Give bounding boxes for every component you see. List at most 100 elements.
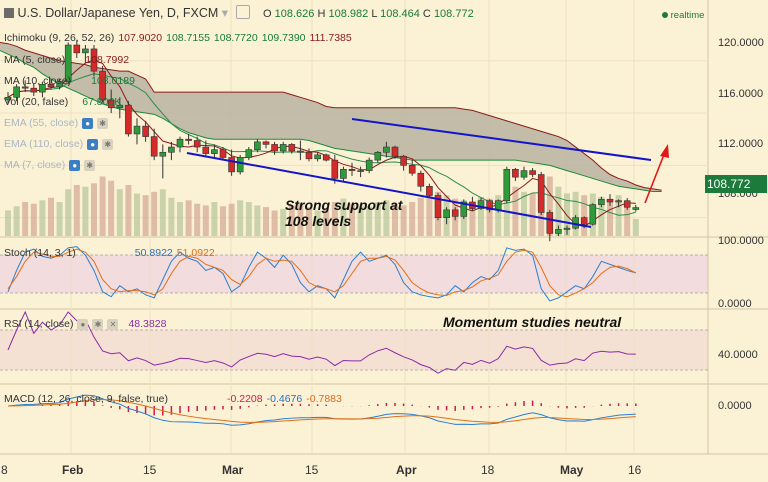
candle [374, 150, 382, 163]
candle [555, 225, 562, 236]
legend-stoch[interactable]: Stoch (14, 3, 1) 50.8922 51.0922 [4, 247, 215, 259]
candle [13, 84, 20, 102]
time-tick: 15 [143, 463, 157, 477]
stoch-k-line [7, 246, 636, 302]
volume-bar [125, 185, 132, 236]
candle [30, 82, 38, 97]
legend-ema55[interactable]: EMA (55, close) ● ✱ [4, 117, 109, 129]
volume-bar [254, 205, 261, 236]
ohlc-high: 108.982 [328, 8, 369, 20]
momentum-annotation: Momentum studies neutral [443, 314, 622, 330]
realtime-indicator: realtime [662, 10, 704, 21]
legend-ma5[interactable]: MA (5, close) 108.7992 [4, 54, 129, 66]
candle [460, 199, 468, 219]
ohlc-label-open: O [263, 8, 272, 20]
candle-body [202, 146, 210, 154]
volume-bar [581, 195, 588, 236]
ohlc-low: 108.464 [380, 8, 420, 20]
legend-ema110[interactable]: EMA (110, close) ● ✱ [4, 138, 114, 150]
stoch-tick: 100.0000 [718, 235, 764, 247]
legend-macd[interactable]: MACD (12, 26, close, 9, false, true) -0.… [4, 393, 342, 405]
candle [133, 118, 141, 145]
up-arrow-head [660, 144, 669, 158]
volume-bar [91, 183, 97, 236]
ohlc-label-low: L [371, 8, 378, 20]
candle-body [185, 138, 192, 141]
legend-ichimoku-value-1: 107.9020 [118, 32, 163, 44]
volume-bar [495, 195, 502, 236]
candle-body [133, 125, 141, 135]
gear-icon[interactable]: ✱ [102, 138, 114, 150]
candle [202, 140, 210, 158]
candle-body [322, 154, 330, 161]
candle-body [400, 155, 407, 166]
candle-body [13, 86, 20, 98]
candle [563, 225, 571, 235]
support-annotation-line-1: Strong support at [285, 197, 403, 213]
volume-bar [417, 197, 424, 236]
candle [254, 139, 261, 153]
time-tick: 15 [305, 463, 319, 477]
candle-body [563, 227, 571, 230]
candle-body [426, 185, 433, 196]
candle-body [211, 149, 218, 154]
volume-bar [263, 207, 269, 236]
candle-body [245, 149, 253, 158]
gear-icon[interactable]: ✱ [92, 318, 104, 330]
volume-bar [624, 205, 631, 236]
candle [529, 167, 536, 178]
eye-icon[interactable]: ● [82, 117, 94, 129]
candle [176, 136, 184, 153]
chevron-down-icon[interactable]: ▾ [221, 6, 229, 20]
rsi-tick: 40.0000 [718, 349, 758, 361]
volume-bar [185, 200, 192, 236]
up-arrow-shaft [644, 151, 666, 204]
eye-icon[interactable]: ● [87, 138, 99, 150]
close-icon[interactable]: ✕ [107, 318, 119, 330]
legend-ma10-label: MA (10, close) [4, 75, 72, 87]
time-tick: Apr [396, 463, 417, 477]
candle-body [99, 70, 106, 101]
eye-icon[interactable]: ● [77, 318, 89, 330]
candle-body [348, 168, 356, 171]
candle [39, 81, 46, 98]
candle [185, 133, 192, 145]
volume-bar [486, 198, 493, 236]
stoch-d-line [7, 248, 637, 298]
ichimoku-span-a [0, 49, 662, 193]
volume-bar [529, 193, 536, 236]
volume-bar [142, 195, 149, 236]
volume-bar [392, 203, 398, 236]
legend-ma5-label: MA (5, close) [4, 54, 66, 66]
volume-bar [564, 193, 570, 236]
legend-ichimoku[interactable]: Ichimoku (9, 26, 52, 26) 107.9020 108.71… [4, 32, 352, 44]
macd-tick: 0.0000 [718, 400, 752, 412]
candle-body [537, 174, 545, 213]
volume-bar [271, 210, 278, 236]
volume-bar [73, 185, 80, 236]
candle [434, 192, 442, 221]
gear-icon[interactable]: ✱ [97, 117, 109, 129]
legend-vol[interactable]: Vol (20, false) 67.806K [4, 96, 121, 108]
eye-icon[interactable]: ● [69, 159, 81, 171]
volume-bar [478, 196, 484, 236]
stoch-band [0, 255, 708, 293]
candle-body [116, 104, 124, 109]
settings-icon[interactable] [235, 5, 250, 19]
candle-body [271, 144, 278, 152]
candle [297, 140, 304, 161]
candle [520, 166, 528, 180]
legend-rsi[interactable]: RSI (14, close) ● ✱ ✕ 48.3828 [4, 318, 166, 330]
ohlc-close: 108.772 [433, 8, 474, 20]
macd-line [7, 394, 636, 426]
candle [314, 152, 321, 162]
candle-body [632, 207, 640, 210]
legend-ma10[interactable]: MA (10, close) 108.0189 [4, 75, 135, 87]
candle-body [503, 168, 511, 201]
candle [125, 101, 132, 137]
candle [357, 166, 364, 178]
legend-ma7[interactable]: MA (7, close) ● ✱ [4, 159, 96, 171]
chart-menu-icon[interactable] [4, 8, 14, 18]
volume-bar [469, 202, 476, 236]
gear-icon[interactable]: ✱ [84, 159, 96, 171]
